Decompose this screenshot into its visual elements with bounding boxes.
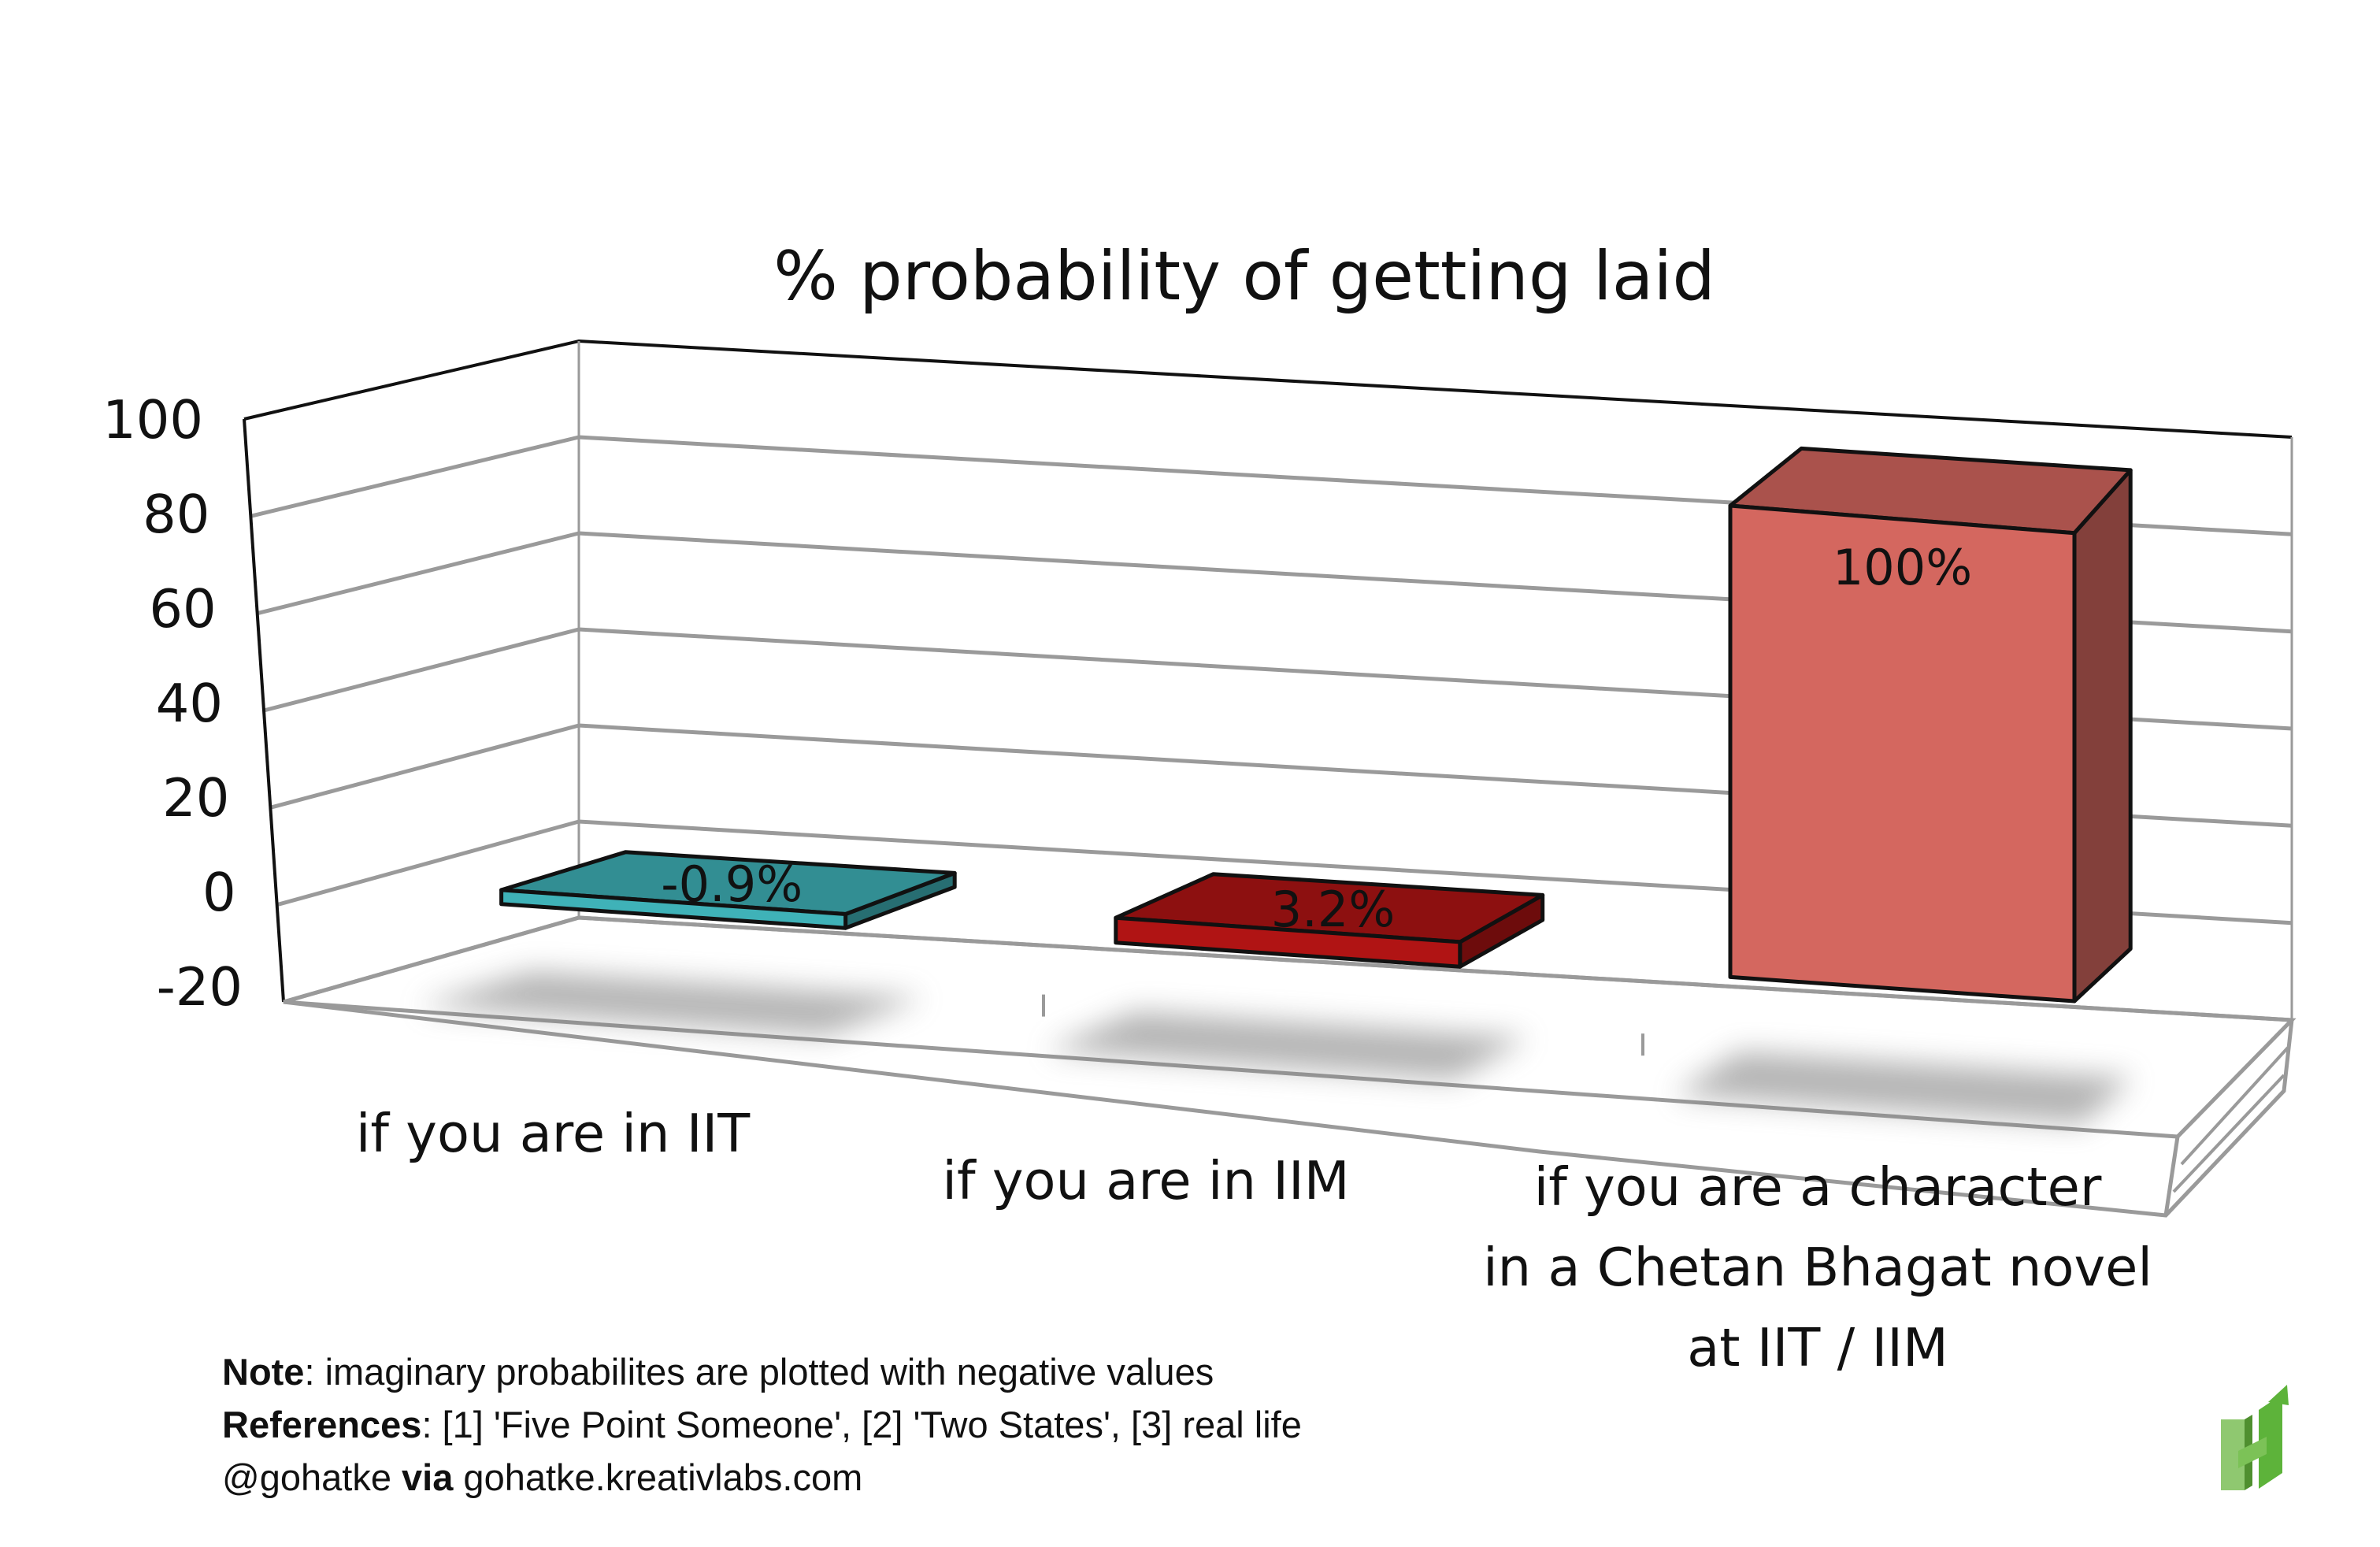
x-tick-label: if you are a character in a Chetan Bhagat… bbox=[1483, 1156, 2152, 1378]
bar bbox=[1728, 503, 2077, 1004]
data-label: 100% bbox=[1833, 539, 1972, 596]
footer-notes: Note: imaginary probabilites are plotted… bbox=[222, 1345, 1302, 1504]
y-axis-line bbox=[243, 418, 285, 1003]
y-tick-label: 20 bbox=[162, 767, 229, 829]
green-h-logo-icon bbox=[2221, 1385, 2289, 1490]
frame-top-edge bbox=[243, 339, 2293, 439]
credit-line: @gohatke via gohatke.kreativlabs.com bbox=[222, 1456, 863, 1498]
chart-title: % probability of getting laid bbox=[773, 237, 1715, 316]
x-axis-labels: if you are in IIT if you are in IIM if you… bbox=[356, 1103, 2152, 1378]
y-tick-label: -20 bbox=[157, 956, 243, 1018]
bar-shadow bbox=[1674, 1052, 2133, 1124]
data-label: 3.2% bbox=[1271, 881, 1396, 938]
x-tick-label: if you are in IIM bbox=[942, 1150, 1349, 1211]
bar bbox=[499, 888, 848, 930]
references-line: References: [1] 'Five Point Someone', [2… bbox=[222, 1404, 1302, 1445]
y-tick-label: 40 bbox=[156, 673, 223, 734]
y-tick-label: 60 bbox=[149, 578, 216, 640]
y-axis-ticks: 100 80 60 40 20 0 -20 bbox=[102, 389, 243, 1018]
floor-edge bbox=[2172, 1074, 2285, 1193]
bar-shadow bbox=[417, 971, 925, 1035]
floor-corner bbox=[2163, 1136, 2180, 1216]
note-line: Note: imaginary probabilites are plotted… bbox=[222, 1351, 1214, 1393]
y-tick-label: 0 bbox=[202, 862, 236, 923]
bar-shadow bbox=[1046, 1011, 1529, 1080]
chart-frame bbox=[243, 339, 2297, 1218]
data-label: -0.9% bbox=[661, 855, 803, 913]
bar-side bbox=[2072, 468, 2133, 1004]
bars: -0.9% 3.2% 100% bbox=[499, 446, 2133, 1004]
floor-edge bbox=[2180, 1046, 2289, 1166]
y-tick-label: 100 bbox=[102, 389, 203, 451]
x-tick-label: if you are in IIT bbox=[356, 1103, 751, 1164]
bar bbox=[1114, 915, 1462, 969]
y-tick-label: 80 bbox=[143, 484, 209, 545]
bar-shadows bbox=[417, 971, 2133, 1124]
